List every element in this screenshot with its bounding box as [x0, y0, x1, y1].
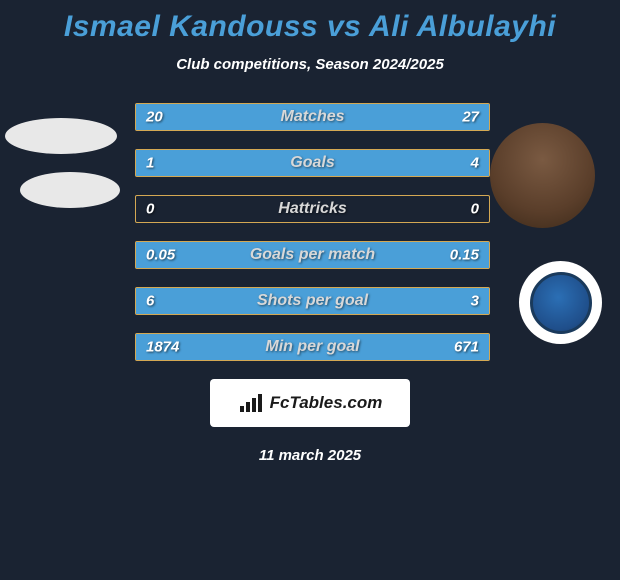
player-left-avatar-shape-1	[5, 118, 117, 154]
fctables-badge[interactable]: FcTables.com	[210, 379, 410, 427]
stat-value-right: 27	[462, 109, 479, 126]
stat-value-left: 0	[146, 201, 154, 218]
stat-value-left: 20	[146, 109, 163, 126]
stat-bar-row: 1874 671 Min per goal	[135, 333, 490, 361]
stat-label: Goals per match	[250, 246, 375, 264]
stat-value-right: 671	[454, 339, 479, 356]
player-right-club-badge	[519, 261, 602, 344]
fctables-brand-text: FcTables.com	[270, 393, 383, 413]
bar-fill-right	[207, 150, 489, 176]
stat-value-right: 0	[471, 201, 479, 218]
stat-label: Shots per goal	[257, 292, 368, 310]
stat-label: Hattricks	[278, 200, 346, 218]
stat-value-left: 6	[146, 293, 154, 310]
stat-label: Matches	[280, 108, 344, 126]
club-logo-icon	[530, 272, 592, 334]
stat-value-right: 4	[471, 155, 479, 172]
stat-value-left: 1874	[146, 339, 179, 356]
stat-bar-row: 0.05 0.15 Goals per match	[135, 241, 490, 269]
player-right-avatar	[490, 123, 595, 228]
stat-label: Goals	[290, 154, 334, 172]
subtitle: Club competitions, Season 2024/2025	[0, 56, 620, 73]
stat-bar-row: 1 4 Goals	[135, 149, 490, 177]
stat-value-right: 0.15	[450, 247, 479, 264]
stat-bar-row: 6 3 Shots per goal	[135, 287, 490, 315]
stat-bar-row: 20 27 Matches	[135, 103, 490, 131]
stat-value-left: 0.05	[146, 247, 175, 264]
stat-bar-row: 0 0 Hattricks	[135, 195, 490, 223]
stats-bars: 20 27 Matches 1 4 Goals 0 0 Hattricks 0.05 0.15 Goa…	[135, 103, 490, 361]
stat-value-left: 1	[146, 155, 154, 172]
player-left-avatar-shape-2	[20, 172, 120, 208]
stat-value-right: 3	[471, 293, 479, 310]
stat-label: Min per goal	[265, 338, 359, 356]
comparison-title: Ismael Kandouss vs Ali Albulayhi	[0, 10, 620, 44]
date-text: 11 march 2025	[0, 447, 620, 464]
fctables-logo-icon	[238, 392, 264, 414]
